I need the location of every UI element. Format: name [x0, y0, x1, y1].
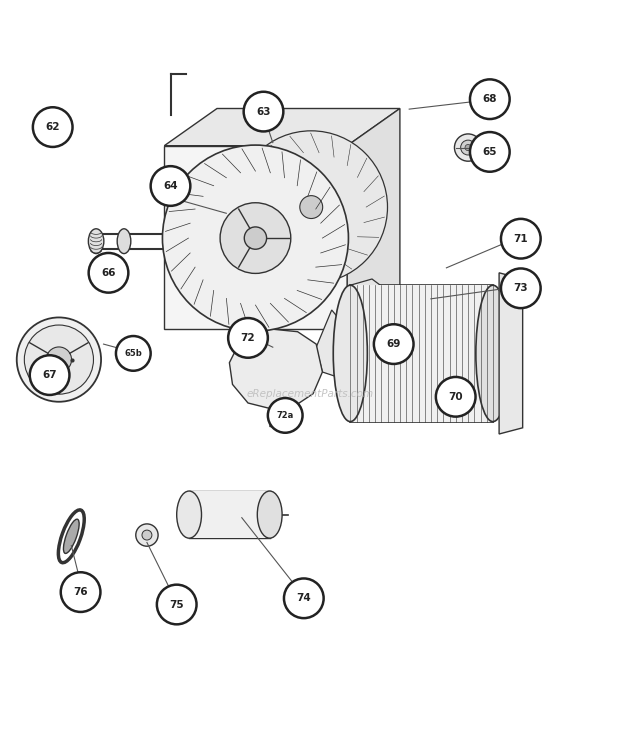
Text: 72: 72 [241, 333, 255, 343]
Circle shape [136, 524, 158, 546]
Circle shape [116, 336, 151, 371]
Text: 69: 69 [386, 339, 401, 349]
Text: 72a: 72a [277, 411, 294, 420]
Circle shape [17, 318, 101, 402]
Circle shape [470, 80, 510, 119]
Polygon shape [499, 273, 523, 434]
Ellipse shape [117, 228, 131, 254]
Circle shape [374, 324, 414, 364]
Polygon shape [164, 146, 347, 329]
Ellipse shape [177, 491, 202, 538]
Circle shape [436, 377, 476, 417]
Circle shape [501, 269, 541, 308]
Polygon shape [270, 406, 298, 429]
Circle shape [228, 318, 268, 358]
Text: 75: 75 [169, 600, 184, 609]
Ellipse shape [257, 491, 282, 538]
Text: 65: 65 [482, 147, 497, 157]
Circle shape [142, 530, 152, 540]
Text: 68: 68 [482, 94, 497, 104]
Circle shape [151, 166, 190, 206]
Text: 63: 63 [256, 106, 271, 117]
Circle shape [284, 579, 324, 618]
Text: eReplacementParts.com: eReplacementParts.com [246, 388, 374, 399]
Circle shape [300, 196, 322, 219]
Text: 76: 76 [73, 587, 88, 597]
Circle shape [454, 134, 482, 161]
Polygon shape [350, 285, 493, 422]
Polygon shape [164, 109, 400, 146]
Circle shape [89, 253, 128, 292]
Circle shape [220, 202, 291, 273]
Circle shape [244, 92, 283, 132]
Ellipse shape [334, 285, 367, 422]
Polygon shape [316, 310, 356, 378]
Circle shape [33, 107, 73, 147]
Circle shape [46, 347, 71, 372]
Polygon shape [338, 279, 422, 329]
Text: 64: 64 [163, 181, 178, 191]
Circle shape [24, 325, 94, 394]
Circle shape [30, 356, 69, 395]
Ellipse shape [88, 228, 104, 254]
Circle shape [501, 219, 541, 258]
Circle shape [61, 572, 100, 612]
Text: 62: 62 [45, 122, 60, 132]
Circle shape [465, 144, 471, 150]
Ellipse shape [63, 519, 79, 554]
Text: 70: 70 [448, 392, 463, 402]
Text: 67: 67 [42, 370, 57, 380]
Circle shape [235, 131, 388, 283]
Text: 65b: 65b [125, 349, 142, 358]
Polygon shape [347, 109, 400, 329]
Text: 66: 66 [101, 268, 116, 278]
Circle shape [470, 132, 510, 172]
Circle shape [157, 585, 197, 624]
Circle shape [162, 145, 348, 331]
Polygon shape [229, 329, 322, 409]
Text: 71: 71 [513, 234, 528, 244]
Circle shape [268, 398, 303, 433]
Text: 74: 74 [296, 593, 311, 603]
Text: 73: 73 [513, 283, 528, 293]
Polygon shape [189, 491, 270, 538]
Circle shape [244, 227, 267, 249]
Ellipse shape [476, 285, 510, 422]
Circle shape [461, 140, 476, 155]
